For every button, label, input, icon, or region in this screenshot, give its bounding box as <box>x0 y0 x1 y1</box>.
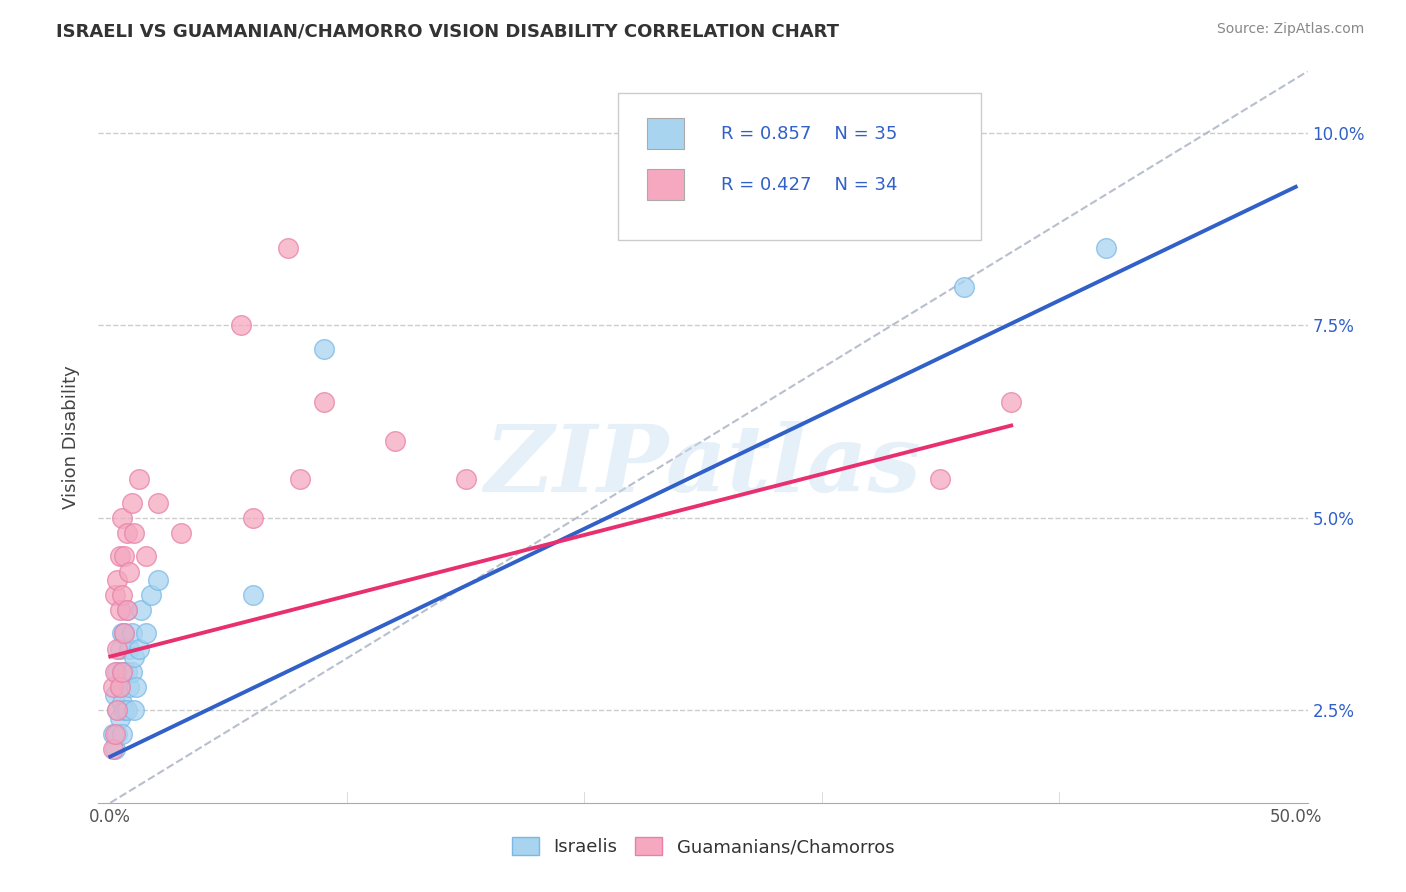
Point <box>312 395 335 409</box>
Point <box>242 511 264 525</box>
Point <box>108 681 131 695</box>
Point <box>288 472 311 486</box>
Text: R = 0.857    N = 35: R = 0.857 N = 35 <box>721 125 897 143</box>
Point <box>111 726 134 740</box>
Point <box>121 626 143 640</box>
Point <box>105 703 128 717</box>
Point <box>115 665 138 679</box>
Point <box>125 681 148 695</box>
Point <box>115 603 138 617</box>
Point <box>118 565 141 579</box>
Point <box>105 573 128 587</box>
Point <box>114 626 136 640</box>
Text: R = 0.427    N = 34: R = 0.427 N = 34 <box>721 176 897 194</box>
Point <box>101 726 124 740</box>
Point <box>108 603 131 617</box>
Point <box>384 434 406 448</box>
Point <box>108 549 131 564</box>
Point <box>139 588 162 602</box>
Point <box>111 665 134 679</box>
Point <box>135 626 157 640</box>
FancyBboxPatch shape <box>647 169 683 200</box>
FancyBboxPatch shape <box>619 94 981 240</box>
Point <box>122 703 145 717</box>
Point <box>111 626 134 640</box>
Point <box>146 573 169 587</box>
Point <box>114 665 136 679</box>
Point <box>242 588 264 602</box>
Point <box>111 665 134 679</box>
Point <box>170 526 193 541</box>
Point <box>135 549 157 564</box>
Point <box>312 342 335 356</box>
Y-axis label: Vision Disability: Vision Disability <box>62 365 80 509</box>
Point <box>104 665 127 679</box>
Point <box>111 696 134 710</box>
Point <box>105 726 128 740</box>
Point <box>101 742 124 756</box>
Point <box>1095 242 1118 256</box>
Point <box>115 703 138 717</box>
Point <box>229 318 252 333</box>
Point <box>128 641 150 656</box>
Point <box>952 280 974 294</box>
Point <box>108 711 131 725</box>
Point <box>114 703 136 717</box>
Point <box>104 588 127 602</box>
Text: ISRAELI VS GUAMANIAN/CHAMORRO VISION DISABILITY CORRELATION CHART: ISRAELI VS GUAMANIAN/CHAMORRO VISION DIS… <box>56 22 839 40</box>
Point <box>128 472 150 486</box>
Point <box>929 472 952 486</box>
Point <box>146 495 169 509</box>
Point <box>122 649 145 664</box>
Point <box>105 665 128 679</box>
Point <box>277 242 299 256</box>
Point <box>111 511 134 525</box>
Point <box>118 681 141 695</box>
Point <box>121 495 143 509</box>
Point <box>122 526 145 541</box>
Point <box>104 726 127 740</box>
Point <box>115 526 138 541</box>
Point <box>129 603 152 617</box>
FancyBboxPatch shape <box>647 118 683 149</box>
Point <box>105 641 128 656</box>
Text: ZIPatlas: ZIPatlas <box>485 421 921 511</box>
Point <box>115 603 138 617</box>
Text: Source: ZipAtlas.com: Source: ZipAtlas.com <box>1216 22 1364 37</box>
Point <box>108 641 131 656</box>
Point <box>108 681 131 695</box>
Point <box>118 641 141 656</box>
Point <box>105 703 128 717</box>
Point <box>104 688 127 702</box>
Point <box>114 626 136 640</box>
Point <box>454 472 477 486</box>
Legend: Israelis, Guamanians/Chamorros: Israelis, Guamanians/Chamorros <box>505 830 901 863</box>
Point <box>1000 395 1022 409</box>
Point <box>101 681 124 695</box>
Point <box>104 742 127 756</box>
Point <box>114 549 136 564</box>
Point <box>121 665 143 679</box>
Point <box>111 588 134 602</box>
